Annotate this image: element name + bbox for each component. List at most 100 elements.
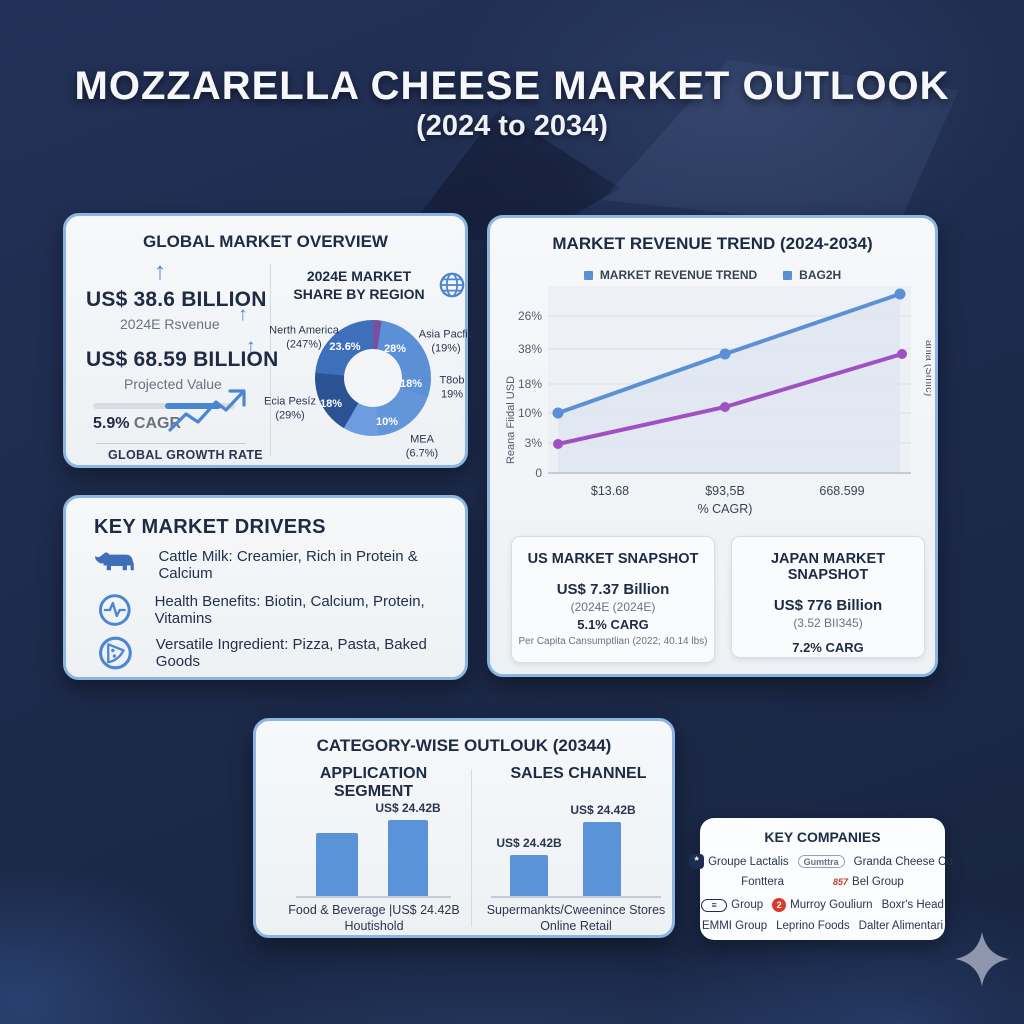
- y-tick: 18%: [518, 377, 542, 391]
- company-gumttra: Gumttra: [797, 855, 845, 868]
- company-groupe-lactalis: * Groupe Lactalis: [689, 854, 789, 869]
- global-growth-rate-label: GLOBAL GROWTH RATE: [108, 448, 263, 462]
- x-tick: 668.599: [819, 484, 864, 498]
- sales-bar2-value-label: US$ 24.42B: [570, 803, 636, 817]
- donut-label-t8ob: T8ob 19%: [439, 374, 464, 403]
- company-name: Boxr's Head: [881, 899, 944, 911]
- donut-label-text: Asia Pacfic: [418, 328, 474, 341]
- key-market-drivers-panel: KEY MARKET DRIVERS Cattle Milk: Creamier…: [63, 495, 468, 680]
- globe-icon: [439, 272, 465, 298]
- app-bar-household: [388, 820, 428, 896]
- driver-item-versatile-ingredient: Versatile Ingredient: Pizza, Pasta, Bake…: [94, 634, 465, 672]
- company-name: Bel Group: [852, 876, 904, 888]
- app-category-label-1: Food & Beverage |US$ 24.42B: [288, 903, 460, 917]
- app-bar-food-beverage: [316, 833, 358, 896]
- divider: [96, 443, 246, 444]
- projected-label: Projected Value: [124, 376, 222, 392]
- donut-label-sub: (19%): [431, 343, 461, 355]
- driver-text: Versatile Ingredient: Pizza, Pasta, Bake…: [155, 636, 427, 670]
- donut-value: 28%: [383, 343, 407, 355]
- x-tick: $13.68: [591, 484, 629, 498]
- donut-label-sub: 19%: [440, 389, 464, 401]
- y-axis-title-right: ania (Smfc): [923, 340, 931, 396]
- global-market-overview-panel: GLOBAL MARKET OVERVIEW ↑ US$ 38.6 BILLIO…: [63, 213, 473, 468]
- up-arrow-icon: ↑: [246, 336, 256, 357]
- company-name: Leprino Foods: [776, 920, 850, 932]
- blue-data-points: [552, 288, 906, 419]
- y-axis-ticks: 26% 38% 18% 10% 3% 0: [518, 309, 542, 480]
- growth-progress-track: [93, 403, 235, 409]
- driver-text: Cattle Milk: Creamier, Rich in Protein &…: [158, 548, 418, 582]
- driver-item-cattle-milk: Cattle Milk: Creamier, Rich in Protein &…: [94, 548, 465, 582]
- gumttra-logo-icon: Gumttra: [797, 855, 845, 868]
- up-arrow-icon: ↑: [154, 258, 166, 285]
- us-market-snapshot-card: US MARKET SNAPSHOT US$ 7.37 Billion (202…: [511, 536, 715, 663]
- us-snapshot-value: US$ 7.37 Billion: [556, 581, 670, 598]
- donut-title-line1: 2024E MARKET: [306, 268, 412, 284]
- sales-bar-supermarkets: [510, 855, 548, 896]
- revenue-line-chart: 26% 38% 18% 10% 3% 0 $13.68 $93,5B 668.5…: [505, 286, 931, 516]
- us-snapshot-note: Per Capita Cansumptlian (2022; 40.14 lbs…: [518, 636, 708, 647]
- app-baseline: [296, 896, 451, 898]
- donut-label-mea: MEA (6.7%): [406, 433, 438, 462]
- companies-row-3: ≡ Group 2 Murroy Gouliurn Boxr's Head: [701, 898, 944, 912]
- us-snapshot-cagr: 5.1% CARG: [577, 617, 649, 632]
- company-leprino-foods: Leprino Foods: [776, 920, 850, 932]
- donut-value: 18%: [319, 398, 343, 410]
- japan-snapshot-sub: (3.52 BII345): [793, 616, 863, 630]
- sales-category-label-2: Online Retail: [540, 919, 612, 933]
- y-axis-title-left: Reana Fiidal USD: [505, 376, 517, 464]
- japan-snapshot-cagr: 7.2% CARG: [792, 640, 864, 655]
- donut-label-text: Nerth America: [269, 324, 339, 337]
- page-title: MOZZARELLA CHEESE MARKET OUTLOOK: [74, 64, 950, 108]
- donut-value: 23.6%: [329, 341, 361, 353]
- legend-label: BAG2H: [799, 268, 842, 282]
- driver-text: Health Benefits: Biotin, Calcium, Protei…: [154, 593, 425, 627]
- company-name: Groupe Lactalis: [708, 855, 789, 868]
- group-oval-logo-icon: ≡: [701, 898, 728, 912]
- cow-icon: [95, 552, 134, 571]
- donut-value: 18%: [399, 378, 423, 390]
- donut-label-asia-pacific: Asia Pacfic (19%): [419, 328, 473, 357]
- pizza-icon: [99, 636, 132, 670]
- companies-title: KEY COMPANIES: [764, 829, 881, 845]
- y-tick: 0: [535, 466, 542, 480]
- market-share-donut-chart: 23.6% 28% 18% 10% 18%: [315, 320, 431, 436]
- company-group: ≡ Group: [701, 898, 763, 912]
- us-snapshot-title: US MARKET SNAPSHOT: [527, 551, 699, 567]
- company-murroy-gouliurn: 2 Murroy Gouliurn: [772, 898, 873, 912]
- trend-title: MARKET REVENUE TREND (2024-2034): [552, 234, 873, 253]
- cagr-value: 5.9%: [93, 415, 130, 432]
- legend-swatch-blue: [783, 270, 793, 280]
- y-tick: 10%: [518, 406, 542, 420]
- application-segment-title: APPLICATION SEGMENT: [319, 765, 428, 800]
- key-companies-panel: KEY COMPANIES * Groupe Lactalis Gumttra …: [689, 818, 956, 940]
- japan-snapshot-value: US$ 776 Billion: [773, 597, 883, 614]
- category-wise-outlook-panel: CATEGORY-WISE OUTLOUK (20344) APPLICATIO…: [253, 718, 675, 938]
- company-name: Dalter Alimentari: [858, 920, 944, 932]
- up-arrow-icon: ↑: [238, 304, 248, 325]
- cagr-label: CAGR: [133, 415, 182, 432]
- overview-title: GLOBAL MARKET OVERVIEW: [143, 232, 388, 251]
- sales-category-label-1: Supermankts/Cweenince Stores: [486, 903, 666, 917]
- divider: [471, 769, 472, 927]
- legend-item-revenue: MARKET REVENUE TREND: [583, 268, 758, 282]
- divider: [270, 264, 271, 456]
- y-tick: 26%: [518, 309, 542, 323]
- company-name: EMMI Group: [701, 920, 768, 932]
- legend-label: MARKET REVENUE TREND: [599, 268, 758, 282]
- donut-label-text: MEA: [410, 433, 434, 446]
- sales-bar1-value-label: US$ 24.42B: [496, 836, 562, 850]
- health-pulse-icon: [98, 594, 131, 626]
- donut-label-sub: (247%): [286, 339, 322, 351]
- company-bel-group: 857 Bel Group: [833, 876, 904, 888]
- driver-item-health-benefits: Health Benefits: Biotin, Calcium, Protei…: [94, 591, 465, 629]
- y-tick: 38%: [518, 342, 542, 356]
- sales-channel-title: SALES CHANNEL: [510, 765, 647, 782]
- companies-row-4: EMMI Group Leprino Foods Dalter Alimenta…: [702, 920, 943, 932]
- company-granda-cheese: Granda Cheese Co.: [854, 856, 956, 868]
- donut-label-north-america: Nerth America (247%): [269, 324, 339, 353]
- company-boxrs-head: Boxr's Head: [882, 899, 944, 911]
- donut-title-line2: SHARE BY REGION: [293, 285, 425, 302]
